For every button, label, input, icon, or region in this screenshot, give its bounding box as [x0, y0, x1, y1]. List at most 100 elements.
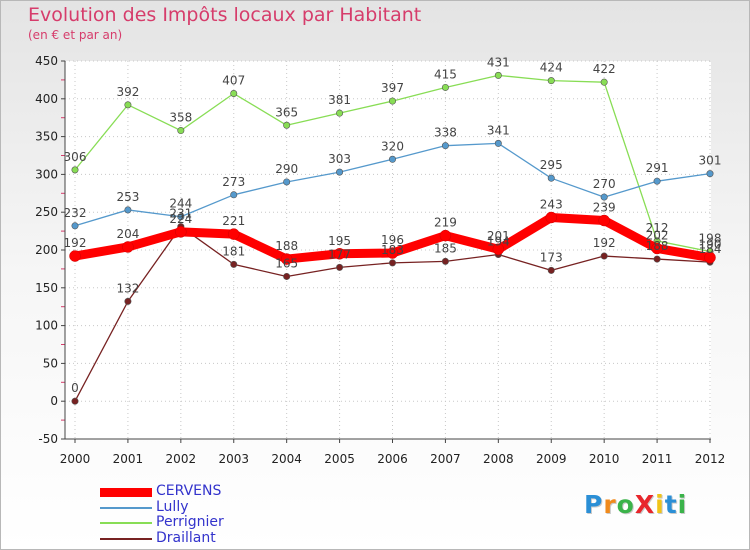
y-tick-label: 150 [35, 281, 58, 295]
data-label-draillant: 0 [71, 381, 79, 395]
data-label-draillant: 184 [699, 242, 722, 256]
point-draillant [653, 255, 661, 263]
data-label-cervens: 195 [328, 234, 351, 248]
x-tick-label: 2002 [166, 452, 197, 466]
point-draillant [283, 272, 291, 280]
point-perrignier [71, 166, 79, 174]
x-tick-label: 2007 [430, 452, 461, 466]
point-cervens [704, 251, 716, 264]
data-label-cervens: 224 [169, 212, 192, 226]
data-label-draillant: 231 [169, 207, 192, 221]
legend-swatch [100, 522, 152, 524]
data-label-cervens: 239 [593, 201, 616, 215]
proxiti-logo: ProXiti [584, 490, 688, 519]
x-tick-label: 2009 [536, 452, 567, 466]
data-label-draillant: 183 [381, 243, 404, 257]
data-label-lully: 253 [116, 190, 139, 204]
data-label-lully: 338 [434, 126, 457, 140]
point-cervens [386, 247, 399, 259]
data-label-perrignier: 422 [593, 62, 616, 76]
legend-label: Lully [156, 498, 189, 515]
data-label-draillant: 185 [434, 241, 457, 255]
data-label-draillant: 173 [540, 250, 563, 264]
data-label-perrignier: 381 [328, 93, 351, 107]
point-lully [441, 142, 449, 150]
point-cervens [545, 211, 557, 224]
data-label-lully: 270 [593, 177, 616, 191]
point-lully [388, 155, 396, 163]
point-cervens [122, 241, 134, 253]
data-labels: 0 132 231 181 165 177 183 185 194 173 192 188 184 306… [64, 55, 722, 395]
x-tick-label: 2001 [113, 452, 144, 466]
data-label-perrignier: 365 [275, 105, 298, 119]
point-lully [336, 168, 344, 176]
point-perrignier [230, 90, 238, 98]
y-tick-label: 200 [35, 243, 58, 257]
legend-swatch [100, 537, 152, 540]
point-lully [283, 178, 291, 186]
point-lully [71, 222, 79, 230]
data-label-perrignier: 431 [487, 55, 510, 69]
data-label-lully: 301 [699, 154, 722, 168]
y-tick-label: 350 [35, 130, 58, 144]
y-tick-label: 450 [35, 54, 58, 68]
chart-title: Evolution des Impôts locaux par Habitant [28, 4, 422, 26]
point-lully [177, 213, 185, 221]
point-draillant [441, 257, 449, 265]
x-tick-label: 2004 [271, 452, 302, 466]
data-label-perrignier: 407 [222, 74, 245, 88]
point-cervens [280, 253, 293, 265]
legend-swatch [100, 487, 152, 497]
y-tick-label: -50 [38, 432, 58, 446]
point-cervens [492, 243, 505, 255]
series-lines [69, 71, 716, 405]
x-tick-label: 2005 [324, 452, 355, 466]
point-perrignier [547, 77, 555, 85]
data-label-perrignier: 392 [116, 85, 139, 99]
legend-label: Draillant [156, 529, 216, 546]
data-label-draillant: 192 [593, 236, 616, 250]
data-label-cervens: 243 [540, 197, 563, 211]
point-perrignier [600, 78, 608, 86]
x-tick-label: 2012 [695, 452, 726, 466]
data-label-perrignier: 212 [646, 221, 669, 235]
point-lully [230, 191, 238, 199]
data-label-cervens: 219 [434, 216, 457, 230]
data-label-cervens: 192 [64, 236, 87, 250]
legend-label: Perrignier [156, 514, 224, 530]
point-perrignier [283, 121, 291, 129]
point-lully [124, 206, 132, 214]
point-lully [653, 177, 661, 185]
data-label-lully: 244 [169, 197, 192, 211]
point-perrignier [124, 101, 132, 109]
point-draillant [547, 266, 555, 274]
x-tick-label: 2010 [589, 452, 620, 466]
point-perrignier [494, 71, 502, 79]
data-label-lully: 303 [328, 152, 351, 166]
point-cervens [439, 229, 452, 242]
data-label-cervens: 221 [222, 214, 245, 228]
data-label-perrignier: 198 [699, 232, 722, 246]
data-label-lully: 273 [222, 175, 245, 189]
data-label-cervens: 204 [116, 227, 139, 241]
y-tick-label: 50 [43, 356, 58, 370]
point-cervens [69, 250, 81, 262]
point-cervens [228, 228, 240, 240]
point-draillant [336, 263, 344, 271]
point-cervens [175, 226, 187, 238]
point-lully [547, 174, 555, 182]
point-perrignier [388, 97, 396, 105]
point-perrignier [177, 127, 185, 135]
data-label-lully: 341 [487, 123, 510, 137]
y-tick-label: 250 [35, 205, 58, 219]
y-tick-label: 0 [50, 394, 58, 408]
data-label-cervens: 201 [487, 229, 510, 243]
data-label-draillant: 177 [328, 247, 351, 261]
x-tick-label: 2008 [483, 452, 514, 466]
data-label-perrignier: 358 [169, 111, 192, 125]
point-draillant [600, 252, 608, 260]
data-label-perrignier: 306 [64, 150, 87, 164]
data-label-draillant: 132 [116, 281, 139, 295]
data-label-draillant: 165 [275, 256, 298, 270]
